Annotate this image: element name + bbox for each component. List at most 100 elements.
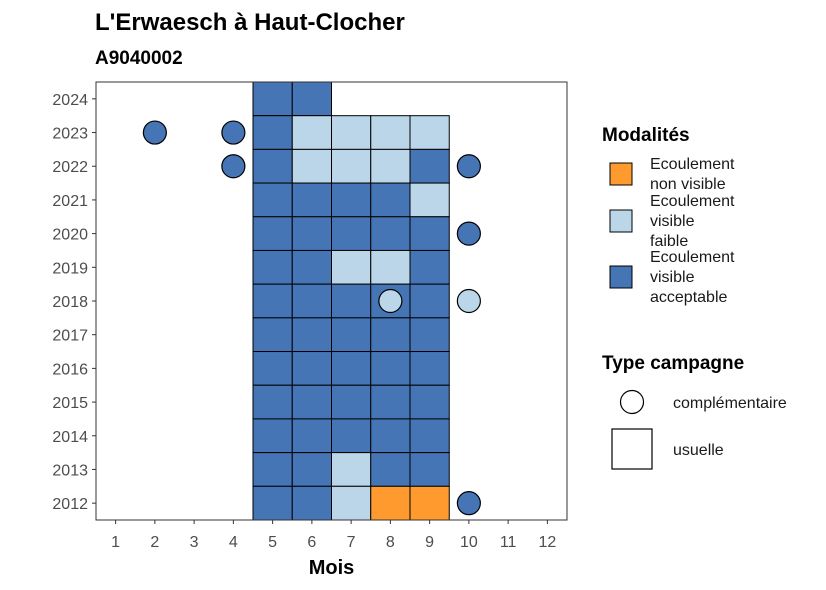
legend-label-2-line3: acceptable [650,289,727,306]
y-tick-label: 2020 [52,227,88,244]
y-tick-label: 2022 [52,159,88,176]
y-tick-label: 2013 [52,462,88,479]
chart-title: L'Erwaesch à Haut-Clocher [95,9,405,36]
tile-2018-5 [252,283,293,319]
legend-label-usuelle: usuelle [673,442,724,459]
tile-2014-5 [252,418,293,454]
x-tick-label: 7 [347,534,356,551]
tile-2019-8 [370,249,411,285]
tile-2013-9 [409,452,450,487]
legend-label-1-line2: visible [650,213,695,230]
y-tick-label: 2019 [52,260,88,277]
point-2023-2 [142,120,167,145]
point-2018-8 [378,288,403,314]
legend-title-modalites: Modalités [602,125,690,146]
legend-swatch-0 [609,162,633,186]
point-2022-10 [456,154,481,179]
tile-2022-5 [252,148,293,184]
tile-2017-7 [331,317,372,353]
tile-2013-7 [331,452,372,487]
legend-swatch-1 [609,209,633,233]
tile-2012-8 [370,485,411,521]
y-tick-label: 2012 [52,496,88,513]
tile-2022-7 [331,148,372,184]
tile-2024-5 [252,81,293,117]
tile-2013-6 [291,452,332,487]
y-tick-label: 2017 [52,328,88,345]
point-2022-4 [221,154,246,179]
chart-subtitle: A9040002 [95,48,183,69]
x-tick-label: 8 [386,534,395,551]
tile-2015-7 [331,384,372,420]
y-tick-label: 2015 [52,395,88,412]
y-tick-label: 2018 [52,294,88,311]
tile-2014-7 [331,418,372,454]
x-tick-label: 3 [190,534,199,551]
x-tick-label: 10 [460,534,478,551]
tile-2016-8 [370,351,411,386]
tile-2014-9 [409,418,450,454]
x-tick-label: 6 [307,534,316,551]
point-2020-10 [456,221,481,246]
tile-2015-8 [370,384,411,420]
point-2018-10 [456,288,481,314]
legend-title-type-campagne: Type campagne [602,353,744,374]
tile-2015-5 [252,384,293,420]
tile-2024-6 [291,81,332,117]
tile-2020-8 [370,216,411,251]
tile-2012-7 [331,485,372,521]
tile-2022-9 [409,148,450,184]
tile-2021-8 [370,182,411,218]
plot-area: 1 2 3 4 5 6 7 8 9 10 11 122012201320142015201620172… [52,81,568,579]
y-tick-label: 2024 [52,92,88,109]
tile-2012-6 [291,485,332,521]
tile-2015-9 [409,384,450,420]
legend-square-shape [611,428,653,470]
y-tick-label: 2016 [52,361,88,378]
tile-2013-8 [370,452,411,487]
legend-label-complementaire: complémentaire [673,395,787,412]
tile-2016-6 [291,351,332,386]
x-tick-label: 5 [268,534,277,551]
tile-2021-9 [409,182,450,218]
tile-2019-9 [409,249,450,285]
tile-2023-7 [331,115,372,150]
tile-2019-6 [291,249,332,285]
tile-2020-5 [252,216,293,251]
y-tick-label: 2014 [52,429,88,446]
x-tick-label: 1 [111,534,120,551]
legend-label-1-line3: faible [650,233,688,250]
tile-2012-5 [252,485,293,521]
tile-2021-5 [252,182,293,218]
tile-2014-6 [291,418,332,454]
tile-2017-5 [252,317,293,353]
tile-2020-7 [331,216,372,251]
tile-2020-6 [291,216,332,251]
x-axis-label: Mois [309,557,355,579]
tile-2016-9 [409,351,450,386]
tile-2015-6 [291,384,332,420]
tile-2022-8 [370,148,411,184]
tile-2021-6 [291,182,332,218]
tile-2017-6 [291,317,332,353]
tile-2017-9 [409,317,450,353]
x-tick-label: 11 [500,534,517,551]
tile-2023-5 [252,115,293,150]
point-2012-10 [456,491,481,516]
tile-2021-7 [331,182,372,218]
tile-2019-7 [331,249,372,285]
x-tick-label: 12 [538,534,556,551]
tile-2022-6 [291,148,332,184]
tile-2013-5 [252,452,293,487]
point-2023-4 [221,120,246,145]
tile-2017-8 [370,317,411,353]
tile-2018-9 [409,283,450,319]
y-tick-label: 2021 [52,193,88,210]
tile-2019-5 [252,249,293,285]
x-tick-label: 2 [150,534,159,551]
tile-2023-9 [409,115,450,150]
tile-2016-7 [331,351,372,386]
legend-swatch-2 [609,265,633,289]
legend-circle-shape [619,389,645,415]
